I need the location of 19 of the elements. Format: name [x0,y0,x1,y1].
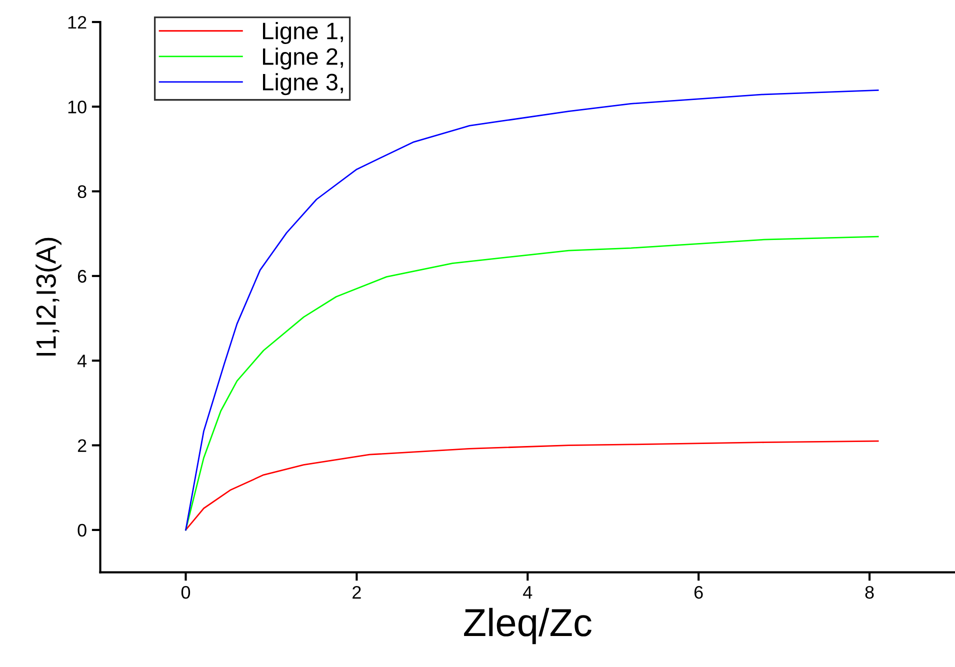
y-tick-label: 8 [78,185,86,198]
legend-label: Ligne 3, [263,73,343,96]
y-axis-title: I1,I2,I3(A) [36,238,62,356]
line-series [185,236,879,531]
legend-label: Ligne 1, [263,22,343,44]
x-tick-label: 0 [181,586,190,599]
y-tick-label: 2 [78,439,86,452]
y-tick-label: 6 [78,270,86,283]
x-axis-title: Zleq/Zc [464,608,592,644]
legend-label: Ligne 2, [263,48,343,70]
line-series [185,440,879,531]
x-tick-label: 2 [352,586,361,599]
y-tick-label: 4 [77,354,87,368]
x-tick-label: 4 [523,586,532,599]
x-tick-label: 8 [865,586,874,599]
x-tick-label: 6 [694,586,703,599]
y-tick-label: 12 [68,16,86,29]
y-tick-label: 0 [78,524,86,537]
y-tick-label: 10 [68,100,86,114]
